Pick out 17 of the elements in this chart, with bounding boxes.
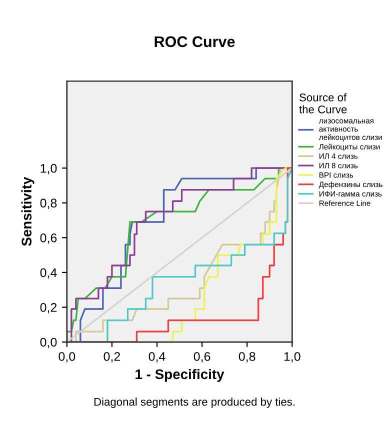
x-tick-label: 0,2 (104, 352, 120, 362)
x-tick-label: 0,8 (238, 352, 256, 362)
y-tick-label: 0,8 (40, 198, 57, 210)
legend-title: Source of the Curve (299, 93, 347, 114)
x-tick-label: 1,0 (284, 352, 300, 362)
y-tick-label: 0,2 (40, 303, 57, 314)
y-tick-label: 0,4 (40, 268, 57, 279)
x-tick-label: 0,0 (58, 352, 76, 362)
x-axis-title: 1 - Specificity (136, 368, 224, 382)
y-tick-label: 0,0 (40, 338, 57, 348)
x-tick-label: 0,4 (148, 352, 166, 362)
x-tick-label: 0,6 (194, 352, 210, 362)
y-tick-label: 0,6 (40, 233, 57, 244)
y-axis-title: Sensitivity (21, 176, 34, 246)
text: Diagonal segments are produced by ties. (94, 398, 294, 408)
y-tick-label: 1,0 (40, 164, 57, 174)
chart-title: ROC Curve (154, 36, 235, 48)
